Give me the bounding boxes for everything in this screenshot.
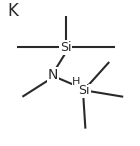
Text: H: H (72, 77, 80, 87)
Text: K: K (7, 2, 18, 20)
Text: Si: Si (60, 41, 72, 54)
Text: N: N (48, 68, 58, 82)
Text: Si: Si (78, 84, 90, 97)
